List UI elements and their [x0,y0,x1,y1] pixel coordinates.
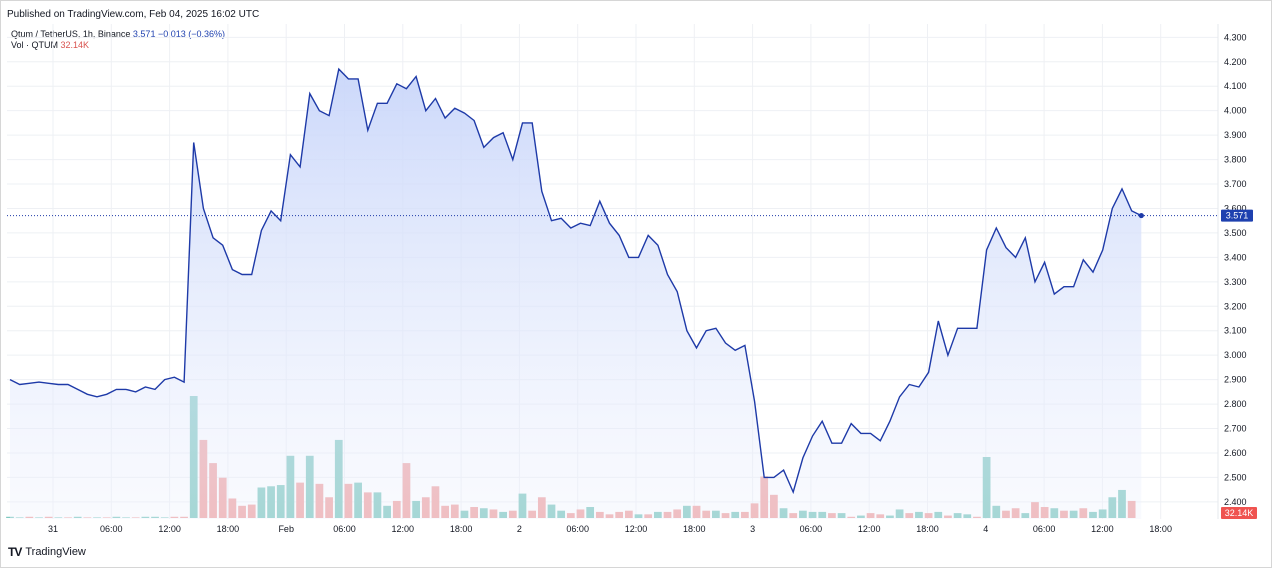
time-tick-label: 06:00 [100,524,123,534]
axis-badges: 3.571 32.14K [1221,209,1257,519]
price-tick-label: 4.300 [1224,32,1247,42]
time-tick-label: 12:00 [625,524,648,534]
time-tick-label: 2 [517,524,522,534]
last-price-badge [1221,209,1253,222]
price-tick-label: 2.500 [1224,472,1247,482]
time-tick-label: 18:00 [916,524,939,534]
last-price-badge-label: 3.571 [1226,211,1249,221]
time-tick-label: 18:00 [683,524,706,534]
volume-badge-label: 32.14K [1225,508,1254,518]
last-price: 3.571 [132,29,156,39]
tradingview-brand[interactable]: TV TradingView [8,545,86,559]
time-tick-label: 06:00 [566,524,589,534]
time-tick-label: 06:00 [1033,524,1056,534]
last-price-dot [1138,212,1144,219]
price-tick-label: 3.700 [1224,179,1247,189]
symbol-legend[interactable]: Qtum / TetherUS, 1h, Binance 3.571 −0.01… [11,29,225,39]
price-tick-label: 3.200 [1224,301,1247,311]
price-tick-label: 3.300 [1224,277,1247,287]
time-tick-label: Feb [278,524,294,534]
price-axis[interactable]: 2.400 2.500 2.600 2.700 2.800 2.900 3.000 3.100… [1224,32,1247,507]
time-tick-label: 06:00 [333,524,356,534]
price-tick-label: 2.900 [1224,375,1247,385]
price-tick-label: 3.400 [1224,252,1247,262]
price-area-fill [10,69,1142,519]
time-tick-label: 12:00 [1091,524,1114,534]
price-line [9,67,1142,495]
volume-value: 32.14K [60,40,90,50]
time-tick-label: 06:00 [800,524,823,534]
tradingview-logo-icon: TV [8,545,22,559]
price-tick-label: 4.100 [1224,81,1247,91]
price-tick-label: 2.600 [1224,448,1247,458]
symbol-title[interactable]: Qtum / TetherUS, 1h, Binance [11,29,131,39]
price-tick-label: 4.000 [1224,106,1247,116]
volume-badge [1221,507,1257,519]
price-tick-label: 2.400 [1224,497,1247,507]
time-axis[interactable]: 31 06:00 12:00 18:00 Feb 06:00 12:00 18:00 2 06:0… [48,524,1172,534]
time-tick-label: 4 [983,524,988,534]
time-tick-label: 12:00 [158,524,181,534]
tradingview-brand-label: TradingView [25,546,86,558]
price-tick-label: 2.700 [1224,424,1247,434]
price-tick-label: 3.000 [1224,350,1247,360]
price-tick-label: 3.600 [1224,203,1247,213]
time-tick-label: 31 [48,524,58,534]
time-tick-label: 18:00 [1149,524,1172,534]
price-tick-label: 2.800 [1224,399,1247,409]
price-tick-label: 3.900 [1224,130,1247,140]
price-tick-label: 4.200 [1224,57,1247,67]
volume-legend[interactable]: Vol · QTUM 32.14K [11,40,89,50]
published-caption: Published on TradingView.com, Feb 04, 20… [7,9,260,20]
time-tick-label: 12:00 [392,524,415,534]
volume-title[interactable]: Vol · QTUM [11,40,59,50]
price-tick-label: 3.500 [1224,228,1247,238]
price-tick-label: 3.800 [1224,155,1247,165]
price-change: −0.013 (−0.36%) [157,29,226,39]
time-tick-label: 12:00 [858,524,881,534]
price-tick-label: 3.100 [1224,326,1247,336]
time-tick-label: 3 [750,524,755,534]
time-tick-label: 18:00 [217,524,240,534]
time-tick-label: 18:00 [450,524,473,534]
